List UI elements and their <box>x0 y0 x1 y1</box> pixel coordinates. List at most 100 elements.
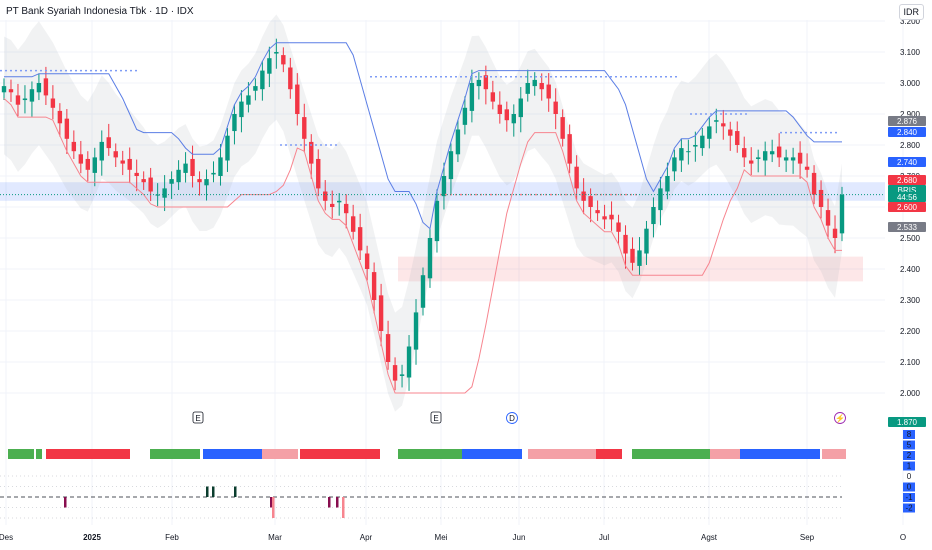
candle <box>574 155 579 200</box>
signal-segment <box>8 449 34 459</box>
candle <box>1 78 7 101</box>
candle <box>560 109 565 147</box>
event-marker[interactable]: ⚡ <box>834 412 846 424</box>
upper-channel-line <box>4 42 842 230</box>
candle <box>511 104 516 137</box>
price-tag-label: 2.840 <box>897 128 918 137</box>
price-tag: 2.533 <box>888 222 926 232</box>
price-tag: 2.680 <box>888 175 926 185</box>
candle-body <box>581 191 586 201</box>
osc-bar <box>270 497 273 508</box>
candle-body <box>134 172 139 176</box>
candle <box>693 131 698 162</box>
candle <box>141 171 146 190</box>
y-tick-label: 2.000 <box>900 389 921 398</box>
candle-body <box>92 157 97 173</box>
candle-body <box>22 98 28 101</box>
event-marker[interactable]: D <box>506 412 518 424</box>
candle <box>106 123 111 156</box>
osc-axis-tag: 8 <box>903 430 915 439</box>
candle <box>392 357 398 391</box>
price-tag-label: 2.533 <box>897 223 918 232</box>
candle-body <box>728 129 733 136</box>
candle-body <box>399 374 405 376</box>
currency-button[interactable]: IDR <box>898 4 924 20</box>
candle <box>476 72 482 100</box>
candle <box>518 87 523 133</box>
candle-body <box>239 101 244 118</box>
time-axis[interactable]: Des 2025 Feb Mar Apr Mei Jun Jul Agst Sep O <box>0 533 906 542</box>
candle-body <box>420 275 426 308</box>
candle-body <box>427 238 433 279</box>
candle-body <box>232 114 237 132</box>
candle <box>616 214 621 246</box>
candle-body <box>281 55 286 65</box>
candle-body <box>274 52 279 54</box>
y-tick-label: 3.100 <box>900 48 921 57</box>
x-tick-label: Des <box>0 533 13 542</box>
candle <box>832 215 838 254</box>
candle-body <box>630 248 635 263</box>
candle-body <box>99 141 104 161</box>
candle-body <box>790 157 796 161</box>
y-tick-label: 2.400 <box>900 265 921 274</box>
candle-body <box>288 67 293 90</box>
candle <box>749 147 754 176</box>
event-markers[interactable]: E E D ⚡ <box>192 411 846 424</box>
candle <box>406 335 412 391</box>
candle-body <box>756 157 761 159</box>
candle-body <box>679 148 684 161</box>
osc-axis-tag-bg <box>903 461 915 471</box>
signal-segment <box>596 449 622 459</box>
candle <box>783 149 789 172</box>
signal-segment <box>300 449 380 459</box>
candle <box>246 82 251 113</box>
candle-body <box>672 157 677 172</box>
candle <box>532 72 537 96</box>
candle-body <box>413 312 419 350</box>
osc-axis-tag-label: 2 <box>907 451 912 460</box>
candle <box>658 176 663 226</box>
candle-body <box>462 107 468 125</box>
candle-body <box>267 58 272 74</box>
signal-segment <box>36 449 42 459</box>
price-tag: 1.870 <box>888 417 926 427</box>
candle-body <box>85 158 90 170</box>
candle <box>769 139 775 163</box>
price-tag-label: 44:56 <box>897 193 918 202</box>
osc-bar <box>64 497 67 508</box>
event-marker[interactable]: E <box>430 411 442 424</box>
y-tick-label: 2.100 <box>900 358 921 367</box>
price-tag-bg <box>888 202 926 212</box>
candle-body <box>218 157 223 176</box>
candle-body <box>155 194 160 196</box>
y-tick-label: 3.200 <box>900 17 921 26</box>
y-tick-label: 2.500 <box>900 234 921 243</box>
candle <box>679 138 684 172</box>
candle-body <box>811 172 817 195</box>
event-marker-label: E <box>195 414 200 423</box>
osc-axis-tag-label: 8 <box>907 430 912 439</box>
candle <box>756 149 761 173</box>
event-marker-label: E <box>433 414 438 423</box>
candle-body <box>127 158 132 170</box>
price-tag: 44:56 <box>888 192 926 202</box>
y-tick-label: 2.300 <box>900 296 921 305</box>
candle-body <box>553 101 558 114</box>
osc-axis-tag-bg <box>903 493 915 502</box>
candle-body <box>818 189 824 207</box>
candle-body <box>337 200 342 203</box>
candle <box>337 193 342 216</box>
candle-body <box>29 89 35 102</box>
y-tick-label: 3.000 <box>900 79 921 88</box>
candle-body <box>693 145 698 147</box>
candle <box>253 78 258 101</box>
osc-axis-tag: 1 <box>903 461 915 471</box>
candle <box>581 178 586 215</box>
event-marker[interactable]: E <box>192 411 204 424</box>
candle-body <box>8 89 14 93</box>
candle <box>490 80 496 110</box>
candle <box>36 73 42 101</box>
